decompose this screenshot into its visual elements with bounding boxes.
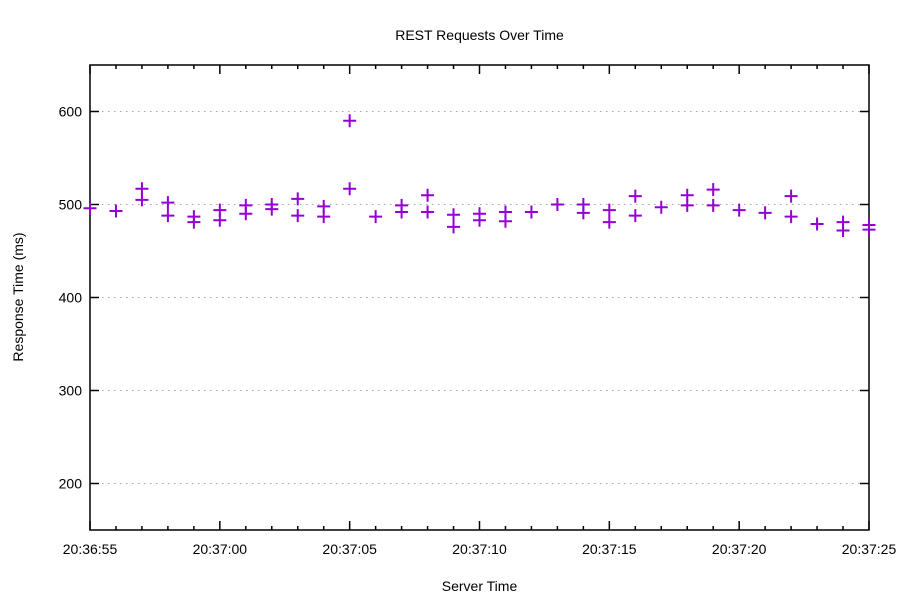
x-tick-label: 20:37:15 xyxy=(582,541,637,557)
x-tick-label: 20:37:00 xyxy=(193,541,248,557)
data-point xyxy=(213,213,227,227)
data-point xyxy=(628,209,642,223)
data-point xyxy=(628,189,642,203)
data-point xyxy=(447,208,461,222)
data-point xyxy=(239,207,253,221)
x-axis-label: Server Time xyxy=(441,578,518,594)
y-tick-label: 200 xyxy=(59,476,83,492)
data-point xyxy=(810,217,824,231)
y-tick-label: 400 xyxy=(59,290,83,306)
data-point xyxy=(706,183,720,197)
data-point xyxy=(654,200,668,214)
data-point xyxy=(576,206,590,220)
data-point xyxy=(317,210,331,224)
data-point xyxy=(706,198,720,212)
data-point xyxy=(265,202,279,216)
data-point xyxy=(836,224,850,238)
x-tick-label: 20:37:10 xyxy=(452,541,507,557)
data-point xyxy=(187,215,201,229)
chart-title: REST Requests Over Time xyxy=(395,27,564,43)
y-tick-label: 500 xyxy=(59,197,83,213)
data-point xyxy=(161,209,175,223)
data-point xyxy=(421,188,435,202)
data-point xyxy=(291,192,305,206)
data-point xyxy=(343,182,357,196)
data-point xyxy=(135,182,149,196)
data-point xyxy=(862,223,876,237)
data-point xyxy=(343,114,357,128)
data-point xyxy=(291,209,305,223)
data-point xyxy=(447,220,461,234)
x-tick-label: 20:37:20 xyxy=(712,541,767,557)
data-point xyxy=(369,210,383,224)
data-point xyxy=(732,203,746,217)
plot-border xyxy=(89,64,870,531)
x-tick-label: 20:36:55 xyxy=(63,541,118,557)
data-point xyxy=(550,198,564,211)
x-tick-label: 20:37:05 xyxy=(322,541,377,557)
x-tick-label: 20:37:25 xyxy=(842,541,897,557)
data-point xyxy=(109,204,123,218)
data-point xyxy=(758,206,772,220)
y-tick-label: 300 xyxy=(59,383,83,399)
data-point xyxy=(784,189,798,203)
data-point xyxy=(602,215,616,229)
data-point xyxy=(524,205,538,219)
data-point xyxy=(602,203,616,217)
data-point xyxy=(784,210,798,224)
data-point xyxy=(498,214,512,228)
data-point xyxy=(161,196,175,210)
data-point xyxy=(135,193,149,207)
data-point xyxy=(473,213,486,227)
data-point xyxy=(421,205,435,219)
data-point xyxy=(83,201,97,215)
data-point xyxy=(680,198,694,212)
y-tick-label: 600 xyxy=(59,104,83,120)
data-point xyxy=(395,205,409,219)
